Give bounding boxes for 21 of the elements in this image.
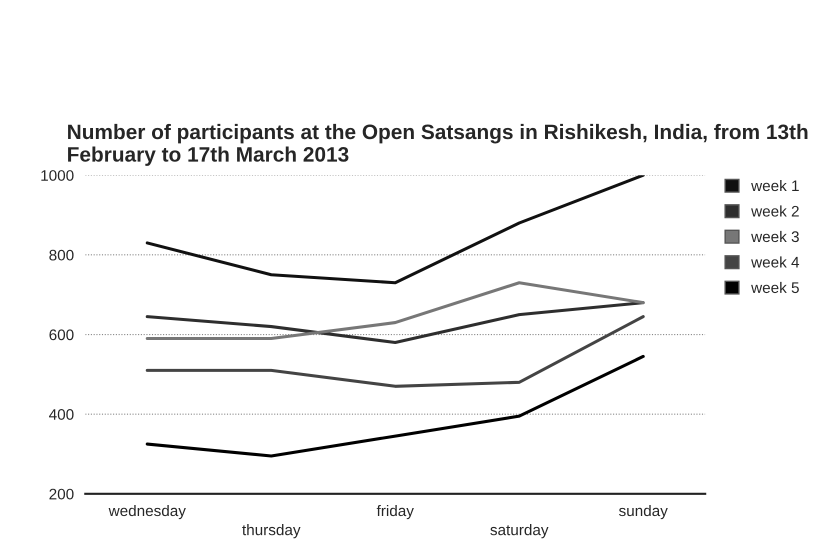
y-tick-label: 1000 (41, 170, 74, 181)
x-tick-label: thursday (242, 524, 301, 538)
line-series (146, 175, 645, 284)
y-tick-label: 600 (49, 329, 74, 340)
x-tick-label: sunday (619, 504, 668, 520)
line-series (146, 315, 645, 388)
line-series (146, 301, 645, 344)
line-series (146, 281, 645, 340)
legend-label: week 2 (751, 205, 799, 217)
y-tick-label: 800 (49, 250, 74, 261)
legend-label: week 1 (751, 180, 799, 192)
legend-label: week 3 (751, 230, 799, 242)
x-tick-label: saturday (490, 524, 548, 538)
x-tick-label: friday (376, 504, 414, 520)
legend-label: week 4 (751, 256, 800, 268)
chart-title: Number of participants at the Open Satsangs in Rishikesh, India, from 13th February to 17th March 2013 (68, 124, 808, 166)
line-series (146, 354, 645, 458)
x-tick-label: wednesday (108, 504, 186, 520)
y-tick-label: 400 (49, 409, 74, 420)
legend-label: week 5 (751, 282, 799, 294)
y-tick-label: 200 (49, 488, 74, 500)
